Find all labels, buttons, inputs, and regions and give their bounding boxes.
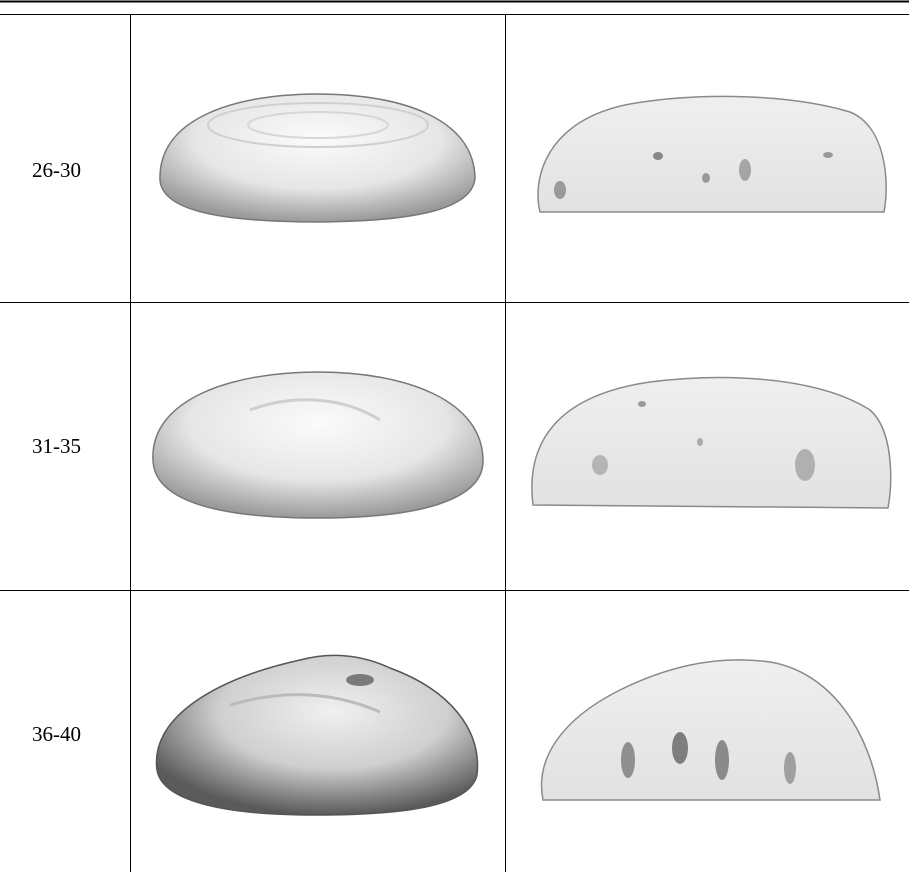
bread-slice-image: [532, 378, 891, 508]
bread-slice-image: [542, 660, 880, 800]
bread-loaf-image: [160, 94, 475, 222]
bread-loaf-image: [156, 655, 477, 815]
page: 26-30 31-35 36-40 (() => {: [0, 0, 909, 872]
row-label: 26-30: [32, 158, 81, 182]
row-label: 36-40: [32, 722, 81, 746]
bread-loaf-image: [153, 372, 483, 518]
table: 26-30 31-35 36-40: [0, 0, 909, 872]
row-label: 31-35: [32, 434, 81, 458]
bread-slice-image: [538, 96, 886, 212]
